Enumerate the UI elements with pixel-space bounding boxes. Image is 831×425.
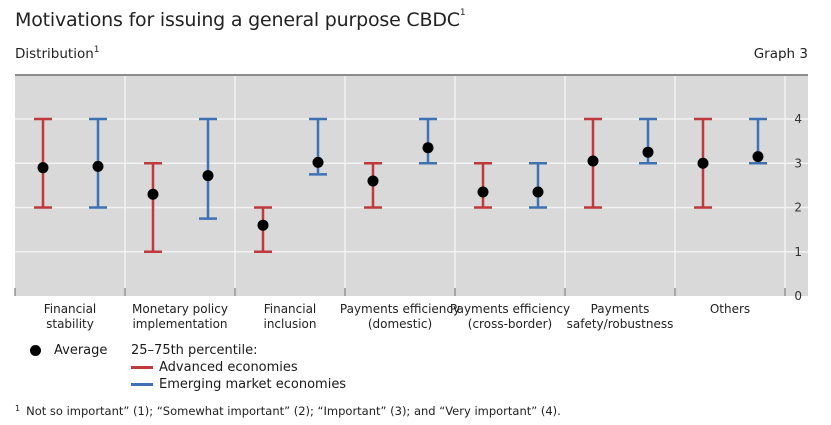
category-label-1-0: Monetary policy (132, 302, 228, 316)
average-point-emerging-2 (312, 156, 324, 168)
legend-label-emerging: Emerging market economies (159, 377, 347, 392)
average-point-advanced-3 (367, 175, 379, 187)
category-label-5-1: safety/robustness (567, 317, 674, 331)
subtitle-footnote-mark: 1 (93, 45, 100, 55)
chart-subtitle-text: Distribution (15, 46, 94, 62)
legend-average-label: Average (54, 343, 108, 358)
y-tick-label-0: 0 (794, 289, 802, 303)
average-point-emerging-1 (202, 170, 214, 182)
y-tick-label-2: 2 (794, 201, 802, 215)
legend-line-advanced-icon (131, 366, 153, 369)
category-label-2-1: inclusion (263, 317, 316, 331)
category-label-3-0: Payments efficiency (340, 302, 460, 316)
category-label-4-0: Payments efficiency (450, 302, 570, 316)
legend-item-emerging: Emerging market economies (131, 376, 346, 393)
chart-subtitle: Distribution1 (15, 45, 100, 62)
category-label-3-1: (domestic) (368, 317, 432, 331)
average-point-emerging-4 (532, 186, 544, 198)
chart-title: Motivations for issuing a general purpos… (15, 8, 466, 31)
y-tick-label-1: 1 (794, 245, 802, 259)
category-label-6-0: Others (710, 302, 750, 316)
legend-line-emerging-icon (131, 383, 153, 386)
category-label-1-1: implementation (132, 317, 227, 331)
legend-average: Average (30, 343, 107, 358)
legend-label-advanced: Advanced economies (159, 360, 298, 375)
category-label-0-0: Financial (44, 302, 97, 316)
category-label-4-1: (cross-border) (468, 317, 552, 331)
category-label-2-0: Financial (264, 302, 317, 316)
footnote: 1 Not so important” (1); “Somewhat import… (15, 404, 561, 418)
category-label-0-1: stability (46, 317, 94, 331)
category-label-5-0: Payments (591, 302, 650, 316)
average-point-emerging-0 (92, 160, 104, 172)
legend-percentile: 25–75th percentile: Advanced economies E… (131, 342, 346, 393)
footnote-text: Not so important” (1); “Somewhat importa… (26, 404, 561, 418)
plot-background (15, 76, 808, 296)
chart-title-text: Motivations for issuing a general purpos… (15, 9, 460, 31)
y-tick-label-3: 3 (794, 156, 802, 170)
legend-item-advanced: Advanced economies (131, 359, 346, 376)
average-point-advanced-1 (147, 188, 159, 200)
average-point-advanced-4 (477, 186, 489, 198)
title-footnote-mark: 1 (459, 8, 466, 18)
average-dot-icon (30, 345, 41, 356)
average-point-advanced-6 (697, 157, 709, 169)
average-point-emerging-5 (642, 146, 654, 158)
footnote-mark: 1 (15, 404, 21, 413)
average-point-emerging-3 (422, 142, 434, 154)
legend-percentile-title: 25–75th percentile: (131, 343, 258, 358)
average-point-advanced-5 (587, 155, 599, 167)
graph-number: Graph 3 (753, 46, 808, 62)
y-tick-label-4: 4 (794, 112, 802, 126)
average-point-advanced-0 (37, 162, 49, 174)
average-point-advanced-2 (257, 219, 269, 231)
average-point-emerging-6 (752, 151, 764, 163)
